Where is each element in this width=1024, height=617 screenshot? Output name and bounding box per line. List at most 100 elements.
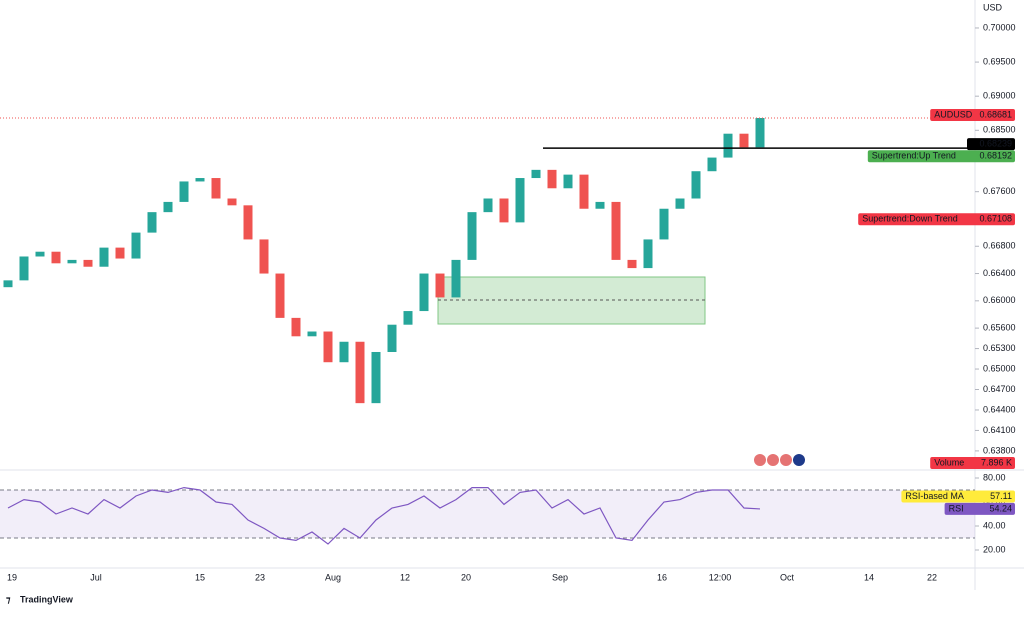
candle: [339, 341, 349, 363]
badge: [930, 108, 1015, 121]
badge: [858, 213, 1015, 226]
currency: USD: [983, 2, 1003, 12]
rsi-line: [7, 486, 761, 545]
badge: [901, 490, 1015, 503]
currency-icons: [754, 454, 805, 466]
rsi-tick-label: 80.00: [983, 472, 1006, 482]
candle: [483, 198, 493, 213]
candle: [147, 212, 157, 233]
candle: [723, 133, 733, 158]
price-tick-label: 0.64100: [983, 425, 1016, 435]
time-label: 12: [400, 572, 410, 582]
candle: [243, 205, 253, 240]
time-label: Jul: [90, 572, 102, 582]
candle: [595, 201, 605, 209]
time-label: 23: [255, 572, 265, 582]
rsi-tick-label: 20.00: [983, 544, 1006, 554]
price-tick-label: 0.69000: [983, 91, 1016, 101]
badge: [867, 150, 1015, 163]
icon: [793, 454, 805, 466]
candle: [19, 256, 29, 281]
candle: [163, 201, 173, 213]
candle: [323, 331, 333, 363]
candle: [547, 169, 557, 189]
badge-label: Supertrend:Up Trend: [872, 151, 956, 161]
icon: [780, 454, 792, 466]
candle: [227, 198, 237, 206]
candle: [371, 351, 381, 404]
badge: [967, 138, 1015, 151]
price-tick-label: 0.65300: [983, 343, 1016, 353]
price-tick-label: 0.65600: [983, 322, 1016, 332]
candle: [515, 178, 525, 223]
icon: [767, 454, 779, 466]
brand: TradingView: [20, 594, 74, 604]
price-tick-label: 0.66400: [983, 268, 1016, 278]
badge-label: Volume: [934, 457, 964, 467]
candle: [291, 317, 301, 337]
badge-label: Supertrend:Down Trend: [862, 214, 958, 224]
candle: [419, 273, 429, 312]
candle: [563, 174, 573, 189]
candle: [755, 118, 765, 148]
candle: [211, 178, 221, 199]
time-label: Aug: [325, 572, 341, 582]
price-tick-label: 0.69500: [983, 56, 1016, 66]
candle: [451, 259, 461, 298]
badge-value: 0.67108: [979, 214, 1012, 224]
badge-value: 54.24: [989, 503, 1012, 513]
candle: [643, 239, 653, 269]
price-tick-label: 0.65000: [983, 363, 1016, 373]
price-tick-label: 0.68500: [983, 125, 1016, 135]
candle: [387, 324, 397, 352]
candle: [739, 133, 749, 148]
rsi-band: [0, 490, 975, 538]
candle: [83, 259, 93, 267]
badge-label: RSI-based MA: [905, 491, 964, 501]
candle: [115, 247, 125, 259]
price-tick-label: 0.66000: [983, 295, 1016, 305]
badge: [930, 457, 1015, 469]
candle: [531, 169, 541, 179]
candle: [627, 259, 637, 269]
badge-value: 57.11: [990, 491, 1012, 501]
time-label: 20: [461, 572, 471, 582]
candle: [259, 239, 269, 274]
badge-value: 0.68681: [979, 109, 1012, 119]
time-label: 22: [927, 572, 937, 582]
price-tick-label: 0.67600: [983, 186, 1016, 196]
time-label: 16: [657, 572, 667, 582]
brand-logo: ⁊: [6, 594, 11, 604]
candle: [499, 198, 509, 223]
candle: [403, 311, 413, 325]
candle: [51, 251, 61, 264]
candle: [131, 232, 141, 259]
candle: [579, 174, 589, 209]
time-label: 14: [864, 572, 874, 582]
candle: [675, 198, 685, 209]
candle: [707, 157, 717, 172]
time-label: Oct: [780, 572, 795, 582]
badge-value: 0.68192: [979, 151, 1012, 161]
price-tick-label: 0.64400: [983, 404, 1016, 414]
candle: [67, 259, 77, 264]
badge-value: 7.896 K: [981, 457, 1012, 467]
candle: [355, 341, 365, 404]
candle: [195, 178, 205, 182]
candle: [659, 208, 669, 240]
candle: [99, 247, 109, 267]
candle: [179, 181, 189, 202]
badge-label: RSI: [949, 503, 964, 513]
rsi-tick-label: 40.00: [983, 520, 1006, 530]
time-label: 19: [7, 572, 17, 582]
price-tick-label: 0.63800: [983, 445, 1016, 455]
icon: [754, 454, 766, 466]
time-label: 15: [195, 572, 205, 582]
candle: [35, 251, 45, 257]
candle: [467, 212, 477, 260]
badge-label: AUDUSD: [934, 109, 973, 119]
time-label: 12:00: [709, 572, 732, 582]
price-tick-label: 0.64700: [983, 384, 1016, 394]
candle: [691, 171, 701, 199]
